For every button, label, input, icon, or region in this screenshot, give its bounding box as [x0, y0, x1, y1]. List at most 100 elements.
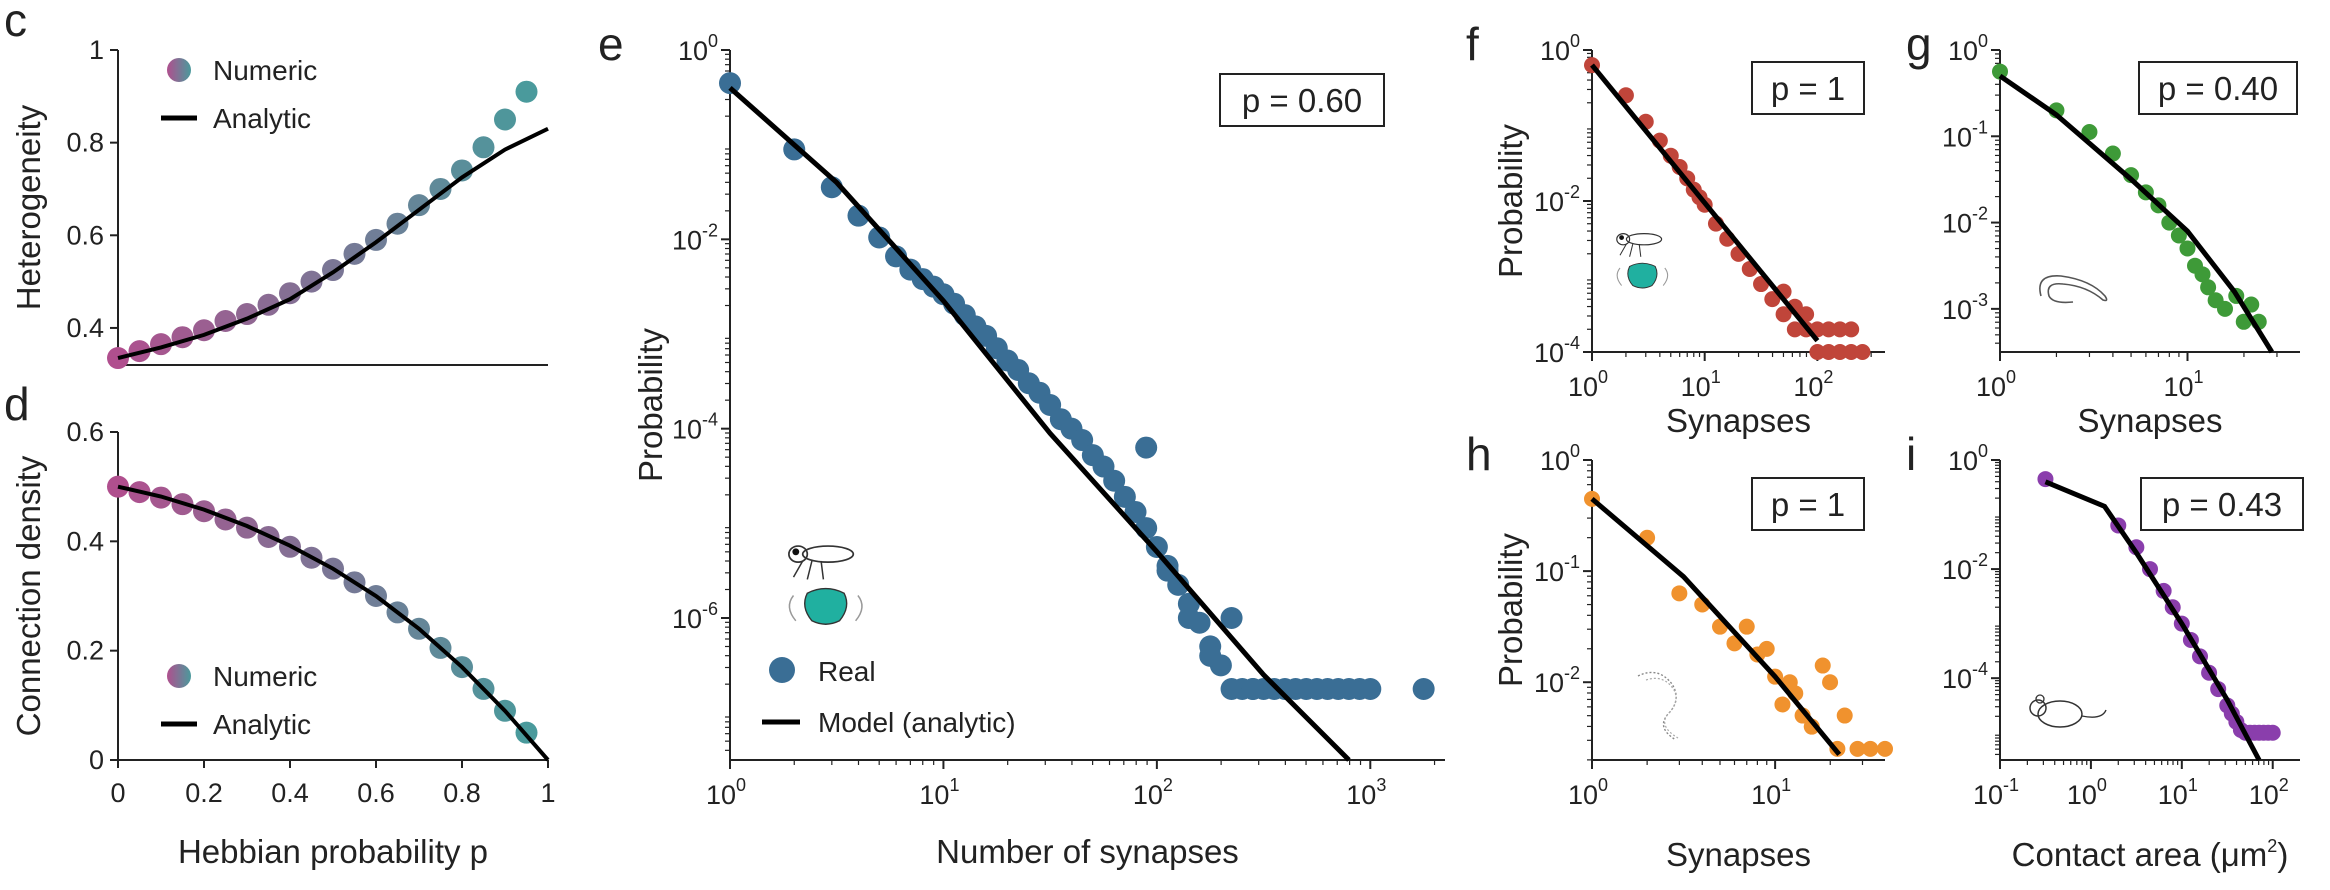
panel-g-data-point [2217, 300, 2233, 317]
panel-f-x-tick-label: 100 [1568, 367, 1608, 402]
panel-e-x-tick-label: 100 [706, 775, 746, 810]
panel-e-legend-model: Model (analytic) [818, 707, 1016, 738]
panel-d-y-tick-label: 0.2 [66, 636, 104, 666]
worm-body [2039, 275, 2108, 304]
panel-d-x-tick-label: 0 [110, 778, 125, 808]
panel-f-data-point [1831, 321, 1848, 338]
panel-g-data-point [2194, 266, 2211, 283]
panel-e-xlabel: Number of synapses [936, 833, 1239, 870]
panel-g-y-tick-label: 10-1 [1942, 117, 1988, 152]
panel-h-model-line [1590, 496, 1842, 757]
panel-e-data-point [1241, 678, 1264, 700]
panel-i-pvalue-box [2140, 477, 2304, 531]
panel-c-numeric-point [472, 136, 495, 159]
panel-f-model-line [1590, 63, 1820, 343]
panel-e-data-point [719, 72, 741, 95]
panel-e-y-tick-label: 10-4 [672, 410, 718, 445]
panel-f-data-point [1775, 306, 1792, 323]
panel-e-pvalue: p = 0.60 [1242, 82, 1362, 119]
panel-f-data-point [1820, 321, 1837, 338]
panel-f-data-point [1786, 321, 1803, 338]
panel-d-x-tick-label: 0.2 [185, 778, 223, 808]
fly-head [788, 545, 809, 564]
panel-g-pvalue-box [2138, 61, 2298, 115]
panel-h-data-point [1849, 740, 1866, 757]
panel-h-y-tick-label: 10-2 [1534, 663, 1580, 698]
panel-e-data-point [1359, 678, 1382, 700]
panel-g-y-tick-label: 10-2 [1942, 204, 1988, 239]
mouse-head [2029, 699, 2047, 717]
panel-c-y-tick-label: 1 [89, 35, 104, 65]
panel-g-data-point [2200, 279, 2217, 296]
panel-h-ylabel: Probability [1492, 532, 1529, 687]
panel-i-x-tick-label: 102 [2249, 775, 2289, 810]
panel-c-numeric-point [279, 282, 301, 305]
panel-e-data-point [1135, 436, 1158, 459]
fly-brain-icon [1616, 233, 1669, 289]
panel-d-x-tick-label: 0.4 [271, 778, 309, 808]
mouse-tail [2081, 709, 2107, 718]
panel-c-y-tick-label: 0.6 [66, 220, 104, 250]
panel-h-label: h [1466, 428, 1492, 480]
panel-e-y-tick-label: 100 [678, 31, 718, 66]
panel-e-data-point [1177, 607, 1200, 629]
panel-h-data-point [1774, 696, 1791, 713]
panel-e-x-tick-label: 101 [919, 775, 959, 810]
panel-f-y-tick-label: 100 [1540, 31, 1580, 66]
fly-wing [801, 545, 855, 564]
panel-c-y-tick-label: 0.4 [66, 313, 104, 343]
panel-c-numeric-point [429, 177, 452, 200]
panel-d-label: d [4, 378, 30, 430]
panel-f-label: f [1466, 18, 1479, 70]
panel-h-pvalue: p = 1 [1771, 486, 1845, 523]
panel-c-analytic-line [117, 126, 549, 360]
panel-i-x-tick-label: 101 [2158, 775, 2198, 810]
panel-g-model-line [1998, 73, 2274, 354]
panel-f-data-point [1809, 344, 1826, 360]
panel-i-pvalue: p = 0.43 [2162, 486, 2282, 523]
panel-d-y-tick-label: 0.6 [66, 417, 104, 447]
fly-eye [792, 548, 800, 556]
panel-f-pvalue: p = 1 [1771, 70, 1845, 107]
panel-g-x-tick-label: 101 [2163, 367, 2203, 402]
panel-h-data-point [1862, 740, 1879, 757]
panel-h-x-tick-label: 100 [1568, 775, 1608, 810]
panel-c-label: c [4, 0, 27, 46]
panel-e-data-point [1145, 536, 1168, 558]
panel-e-y-tick-label: 10-6 [672, 599, 718, 634]
fly-wing [1625, 233, 1663, 246]
panel-d-legend-analytic: Analytic [213, 709, 311, 740]
panel-g-data-point [2170, 227, 2187, 244]
panel-g-y-tick-label: 100 [1948, 31, 1988, 66]
panel-c-numeric-point [515, 80, 538, 103]
panel-h-y-tick-label: 100 [1540, 441, 1580, 476]
panel-e-data-point [1199, 644, 1222, 667]
panel-f-xlabel: Synapses [1666, 402, 1811, 439]
fly-legs [792, 560, 825, 580]
panel-d-x-tick-label: 0.6 [357, 778, 395, 808]
panel-h-data-point [1822, 674, 1839, 691]
panel-d-x-tick-label: 1 [540, 778, 555, 808]
panel-f-data-point [1831, 344, 1848, 360]
mouse-ear [2035, 694, 2045, 704]
panel-f-data-point [1764, 291, 1781, 308]
panel-h-pvalue-box [1751, 477, 1865, 531]
panel-i-y-tick-label: 10-4 [1942, 659, 1988, 694]
panel-c-numeric-point [408, 194, 430, 217]
fly-eye [1619, 235, 1624, 240]
panel-e-data-point [1156, 559, 1179, 582]
fly-legs [1619, 243, 1642, 257]
panel-g-data-point [2081, 123, 2098, 140]
panel-i-x-tick-label: 100 [2067, 775, 2107, 810]
panel-g-x-tick-label: 100 [1976, 367, 2016, 402]
panel-g-data-point [1992, 63, 2008, 80]
panel-i-x-tick-label: 10-1 [1973, 775, 2019, 810]
brain-outline [788, 595, 863, 622]
panel-e-pvalue-box [1219, 73, 1385, 127]
panel-c-legend-numeric-marker [167, 58, 191, 82]
panel-e-data-point [868, 226, 891, 249]
fly-head [1616, 233, 1631, 246]
panel-e-y-tick-label: 10-2 [672, 220, 718, 255]
brain-region [1627, 262, 1658, 289]
panel-h-data-point [1758, 640, 1775, 657]
